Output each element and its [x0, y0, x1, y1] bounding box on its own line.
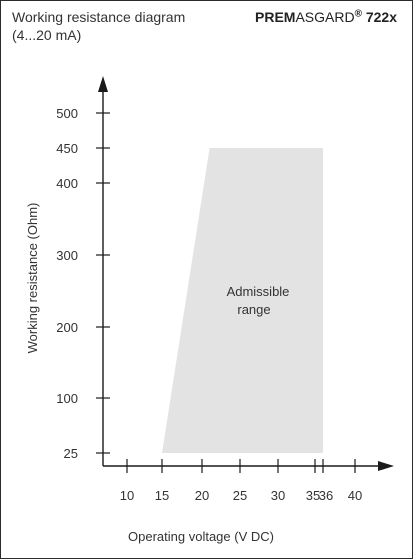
x-tick-label: 25	[233, 488, 247, 503]
x-tick-label: 15	[155, 488, 169, 503]
y-tick-label: 500	[56, 106, 78, 121]
x-axis-arrow	[378, 461, 394, 471]
y-tick-label: 100	[56, 391, 78, 406]
y-tick-label: 400	[56, 176, 78, 191]
x-tick-label: 30	[271, 488, 285, 503]
admissible-range-region	[162, 148, 323, 453]
x-tick-label: 36	[319, 488, 333, 503]
brand-prefix: PREM	[255, 9, 296, 25]
y-tick-label: 200	[56, 320, 78, 335]
x-tick-label: 40	[348, 488, 362, 503]
brand-model: 722x	[361, 9, 397, 25]
y-axis-arrow	[98, 76, 108, 92]
region-label-line: range	[237, 302, 270, 317]
y-axis-label: Working resistance (Ohm)	[25, 203, 40, 354]
axes-layer	[96, 76, 394, 473]
brand-name: ASGARD	[295, 9, 355, 25]
brand-label: PREMASGARD® 722x	[255, 8, 397, 26]
chart-title-line2: (4...20 mA)	[12, 27, 82, 43]
chart-title: Working resistance diagram (4...20 mA)	[12, 8, 185, 44]
y-tick-label: 25	[64, 446, 78, 461]
region-layer	[162, 148, 323, 453]
x-tick-label: 35	[306, 488, 320, 503]
labels-layer: Admissible range 25 100 200 300 400 450 500 10 15 2…	[25, 106, 362, 544]
registered-mark: ®	[354, 8, 362, 20]
y-tick-label: 450	[56, 141, 78, 156]
x-tick-label: 10	[120, 488, 134, 503]
y-tick-label: 300	[56, 248, 78, 263]
x-tick-label: 20	[195, 488, 209, 503]
x-axis-label: Operating voltage (V DC)	[128, 529, 274, 544]
region-label-line: Admissible	[227, 284, 290, 299]
chart-title-line1: Working resistance diagram	[12, 9, 186, 25]
